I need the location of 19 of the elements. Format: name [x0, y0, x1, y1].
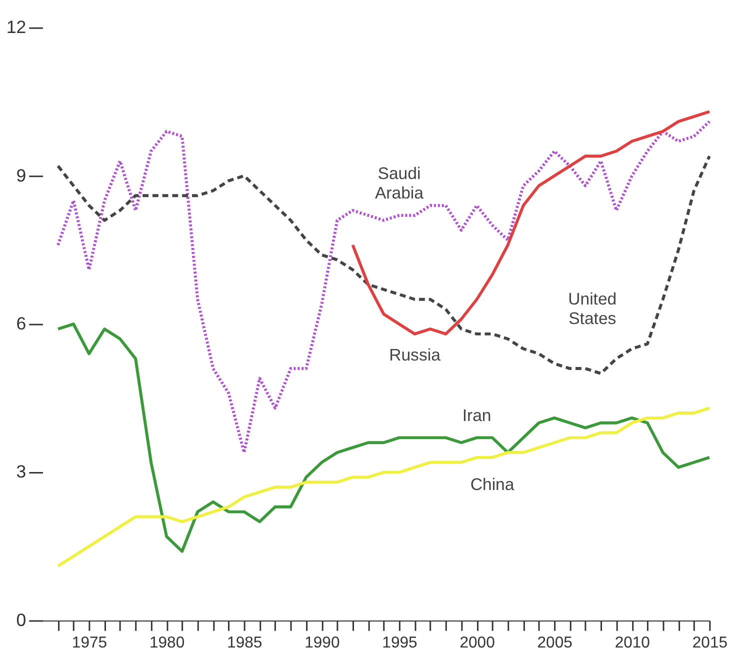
series-label: Russia [389, 346, 442, 365]
series-label: Saudi Arabia [374, 164, 424, 203]
series-label: Iran [462, 406, 492, 425]
x-tick-label: 1995 [382, 634, 418, 652]
x-tick-label: 1975 [72, 634, 108, 652]
series-label: China [470, 475, 515, 494]
x-tick-label: 2005 [537, 634, 573, 652]
series-label: United States [568, 289, 617, 328]
y-tick-label: 3 [16, 462, 26, 482]
y-tick-label: 6 [16, 314, 26, 334]
x-tick-label: 2010 [614, 634, 650, 652]
x-tick-label: 1990 [304, 634, 340, 652]
y-tick-label: 12 [6, 17, 26, 38]
x-tick-label: 1985 [227, 634, 262, 652]
y-tick-label: 9 [16, 165, 26, 186]
x-tick-label: 2000 [460, 634, 496, 652]
x-tick-label: 2015 [692, 634, 728, 652]
y-tick-label: 0 [16, 610, 26, 630]
x-tick-label: 1980 [149, 634, 185, 652]
